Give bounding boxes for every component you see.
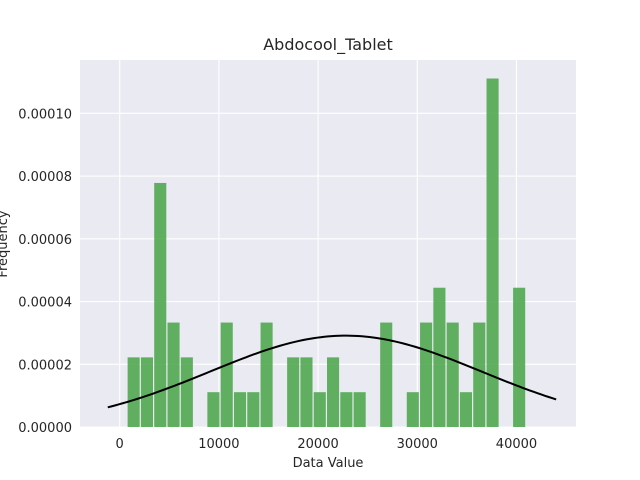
histogram-bars bbox=[127, 78, 526, 427]
histogram-bar bbox=[433, 287, 446, 427]
histogram-bar bbox=[459, 392, 473, 427]
histogram-bar bbox=[154, 182, 167, 427]
histogram-bar bbox=[420, 322, 433, 427]
histogram-bar bbox=[353, 392, 366, 427]
y-tick-label: 0.00010 bbox=[18, 107, 72, 122]
x-tick-label: 30000 bbox=[397, 437, 438, 452]
y-tick-labels: 0.00000 0.00002 0.00004 0.00006 0.00008 0.000… bbox=[18, 107, 72, 436]
histogram-bar bbox=[406, 392, 419, 427]
y-axis-label: Frequency bbox=[0, 210, 11, 277]
histogram-bar bbox=[140, 357, 154, 427]
density-curve bbox=[107, 334, 557, 409]
histogram-bar bbox=[207, 392, 220, 427]
histogram-bar bbox=[446, 322, 459, 427]
y-tick-label: 0.00008 bbox=[18, 170, 72, 185]
histogram-bar bbox=[380, 322, 393, 427]
y-tick-label: 0.00002 bbox=[18, 358, 72, 373]
x-tick-label: 40000 bbox=[496, 437, 537, 452]
histogram-bar bbox=[486, 78, 499, 427]
x-tick-label: 0 bbox=[116, 437, 124, 452]
histogram-bar bbox=[167, 322, 180, 427]
histogram-bar bbox=[313, 392, 326, 427]
histogram-bar bbox=[180, 357, 193, 427]
histogram-bar bbox=[220, 322, 233, 427]
chart-title: Abdocool_Tablet bbox=[263, 35, 393, 55]
histogram-bar bbox=[300, 357, 313, 427]
y-tick-label: 0.00006 bbox=[18, 233, 72, 248]
x-tick-label: 10000 bbox=[198, 437, 239, 452]
x-tick-labels: 0 10000 20000 30000 40000 bbox=[116, 437, 538, 452]
histogram-bar bbox=[127, 357, 140, 427]
y-tick-label: 0.00004 bbox=[18, 296, 72, 311]
y-tick-label: 0.00000 bbox=[18, 421, 72, 436]
histogram-bar bbox=[513, 287, 526, 427]
histogram-bar bbox=[233, 392, 247, 427]
histogram-bar bbox=[327, 357, 340, 427]
histogram-bar bbox=[340, 392, 353, 427]
histogram-bar bbox=[260, 322, 273, 427]
x-axis-label: Data Value bbox=[293, 456, 364, 471]
histogram-bar bbox=[287, 357, 300, 427]
x-tick-label: 20000 bbox=[297, 437, 338, 452]
histogram-bar bbox=[473, 322, 486, 427]
histogram-bar bbox=[247, 392, 260, 427]
